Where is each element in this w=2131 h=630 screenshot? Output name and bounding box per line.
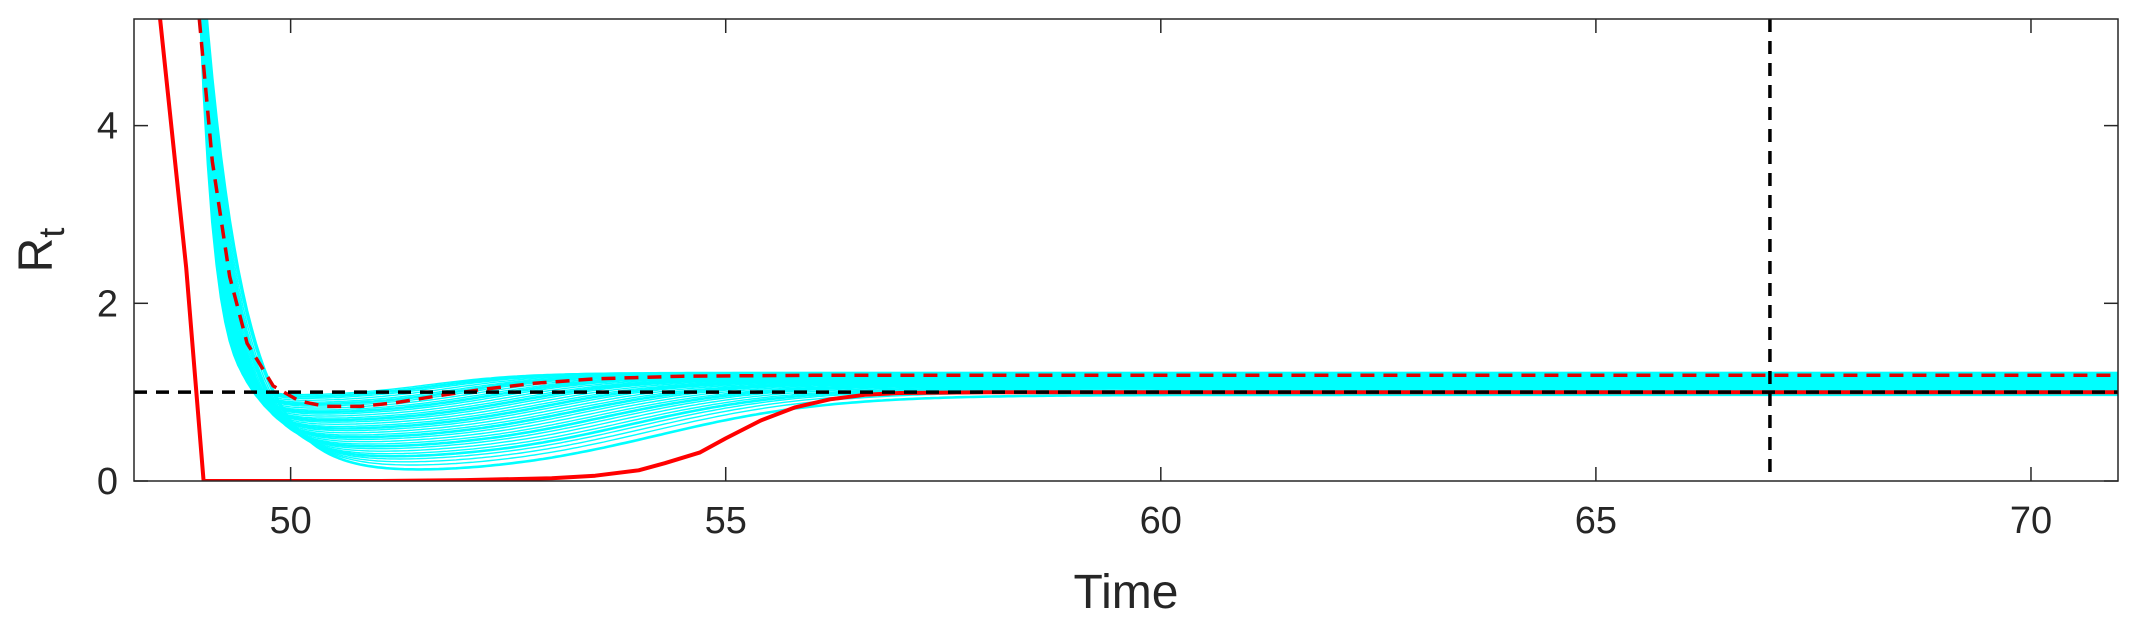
ensemble-line bbox=[199, 19, 2118, 396]
ensemble-line bbox=[199, 19, 2118, 414]
plot-frame bbox=[133, 18, 2119, 482]
ensemble-line bbox=[201, 19, 2118, 423]
ensemble-line bbox=[205, 19, 2118, 463]
x-axis-ticks: 50 55 60 65 70 bbox=[269, 19, 2052, 542]
y-tick-label: 0 bbox=[97, 461, 118, 503]
reference-lines bbox=[134, 19, 2118, 481]
ensemble-line bbox=[200, 19, 2118, 422]
x-axis-title: Time bbox=[1074, 566, 1179, 619]
ensemble-line bbox=[201, 19, 2118, 439]
x-tick-label: 55 bbox=[705, 500, 747, 542]
ensemble-line bbox=[200, 19, 2118, 401]
ensemble-line bbox=[201, 19, 2118, 428]
ensemble-line bbox=[203, 19, 2118, 458]
y-axis-title-subscript: t bbox=[31, 228, 72, 238]
y-axis-ticks: 0 2 4 bbox=[97, 106, 2118, 503]
ensemble-lines bbox=[199, 19, 2118, 471]
ensemble-line bbox=[199, 19, 2118, 398]
ensemble-line bbox=[201, 19, 2118, 434]
y-axis-title-main: R bbox=[10, 238, 63, 273]
ensemble-line bbox=[202, 19, 2118, 436]
x-tick-label: 60 bbox=[1140, 500, 1182, 542]
ensemble-line bbox=[199, 19, 2118, 406]
series-line-dashed bbox=[197, 19, 2118, 409]
x-tick-label: 50 bbox=[269, 500, 311, 542]
ensemble-line bbox=[205, 19, 2118, 471]
ensemble-line bbox=[204, 19, 2118, 455]
ensemble-line bbox=[200, 19, 2118, 417]
ensemble-line bbox=[200, 19, 2118, 409]
y-tick-label: 2 bbox=[97, 283, 118, 325]
ensemble-line bbox=[200, 19, 2118, 411]
y-axis-title: Rt bbox=[10, 228, 72, 273]
ensemble-line bbox=[201, 19, 2118, 430]
ensemble-line bbox=[200, 19, 2118, 407]
ensemble-line bbox=[200, 19, 2118, 403]
y-tick-label: 4 bbox=[97, 106, 118, 148]
x-tick-label: 65 bbox=[1575, 500, 1617, 542]
ensemble-line bbox=[200, 19, 2118, 415]
ensemble-line bbox=[199, 19, 2118, 400]
ensemble-line bbox=[200, 19, 2118, 419]
x-tick-label: 70 bbox=[2010, 500, 2052, 542]
ensemble-line bbox=[201, 19, 2118, 425]
ensemble-line bbox=[201, 19, 2118, 432]
